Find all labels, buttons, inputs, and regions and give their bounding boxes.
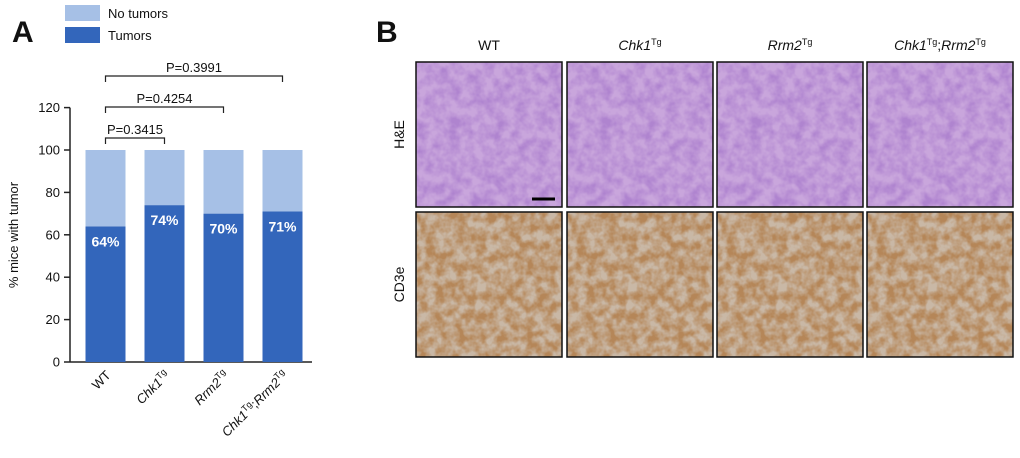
micrograph-texture: [416, 62, 562, 207]
y-tick-label: 20: [46, 312, 60, 327]
bar-segment: [203, 213, 244, 362]
micrograph-frame: [415, 61, 563, 208]
y-tick-label: 40: [46, 270, 60, 285]
column-header-run: WT: [478, 37, 500, 53]
column-header: Rrm2Tg: [768, 37, 813, 53]
column-header: Chk1Tg;Rrm2Tg: [894, 37, 986, 53]
micrograph-texture: [867, 62, 1013, 207]
bar-segment: [144, 150, 185, 206]
y-tick-label: 120: [38, 100, 60, 115]
micrograph-frame: [716, 61, 864, 208]
micrograph-texture: [567, 62, 713, 207]
column-header-run: Chk1: [618, 37, 651, 53]
legend-swatch: [65, 27, 100, 43]
micrograph-texture: [867, 212, 1013, 357]
bar-segment: [85, 150, 126, 227]
micrograph-stain: [567, 212, 713, 357]
y-axis-label: % mice with tumor: [6, 181, 21, 288]
micrograph-stain: [717, 212, 863, 357]
significance-bracket: [104, 75, 284, 82]
bar-segment: [85, 226, 126, 362]
micrograph-texture: [567, 212, 713, 357]
micrograph-texture: [717, 62, 863, 207]
micrograph-frame: [866, 211, 1014, 358]
legend-swatch: [65, 5, 100, 21]
x-tick-label: Rrm2Tg: [190, 367, 231, 408]
legend-label: No tumors: [108, 6, 168, 21]
panel-label: B: [376, 16, 398, 49]
y-tick-label: 100: [38, 143, 60, 158]
bar-segment: [144, 205, 185, 362]
micrograph-frame: [716, 211, 864, 358]
column-header-run: Tg: [927, 37, 938, 47]
y-tick-label: 80: [46, 185, 60, 200]
bar-segment: [203, 150, 244, 214]
micrograph-frame: [415, 211, 563, 358]
micrograph-frame: [566, 61, 714, 208]
micrograph-frame: [566, 211, 714, 358]
value-label: 70%: [209, 221, 238, 237]
micrograph-stain: [717, 62, 863, 207]
x-tick-label: Chk1Tg;Rrm2Tg: [218, 367, 291, 440]
panel-label: A: [12, 16, 34, 49]
row-label: CD3e: [391, 266, 407, 302]
x-tick-label-run: WT: [89, 367, 114, 392]
p-value: P=0.3991: [166, 60, 222, 75]
x-tick-label: Chk1Tg: [132, 367, 172, 407]
column-header: WT: [478, 37, 500, 53]
column-header-run: Tg: [975, 37, 986, 47]
micrograph-texture: [717, 212, 863, 357]
column-header-run: Rrm2: [941, 37, 975, 53]
p-value: P=0.3415: [107, 122, 163, 137]
y-tick-label: 60: [46, 227, 60, 242]
p-value: P=0.4254: [136, 91, 192, 106]
column-header-run: Tg: [802, 37, 813, 47]
micrograph-stain: [867, 212, 1013, 357]
significance-bracket: [104, 137, 166, 144]
bar-segment: [262, 211, 303, 362]
column-header: Chk1Tg: [618, 37, 661, 53]
column-header-run: Chk1: [894, 37, 927, 53]
micrograph-stain: [416, 62, 562, 207]
value-label: 71%: [268, 218, 297, 234]
bar-segment: [262, 150, 303, 212]
micrograph-texture: [416, 212, 562, 357]
significance-bracket: [104, 106, 225, 113]
micrograph-frame: [866, 61, 1014, 208]
row-label: H&E: [391, 120, 407, 149]
value-label: 74%: [150, 212, 179, 228]
column-header-run: Rrm2: [768, 37, 802, 53]
micrograph-stain: [867, 62, 1013, 207]
value-label: 64%: [91, 233, 120, 249]
column-header-run: Tg: [651, 37, 662, 47]
legend-label: Tumors: [108, 28, 152, 43]
x-tick-label: WT: [89, 367, 114, 392]
micrograph-stain: [416, 212, 562, 357]
column-header-run: ;: [937, 37, 941, 53]
micrograph-stain: [567, 62, 713, 207]
y-tick-label: 0: [53, 355, 60, 370]
